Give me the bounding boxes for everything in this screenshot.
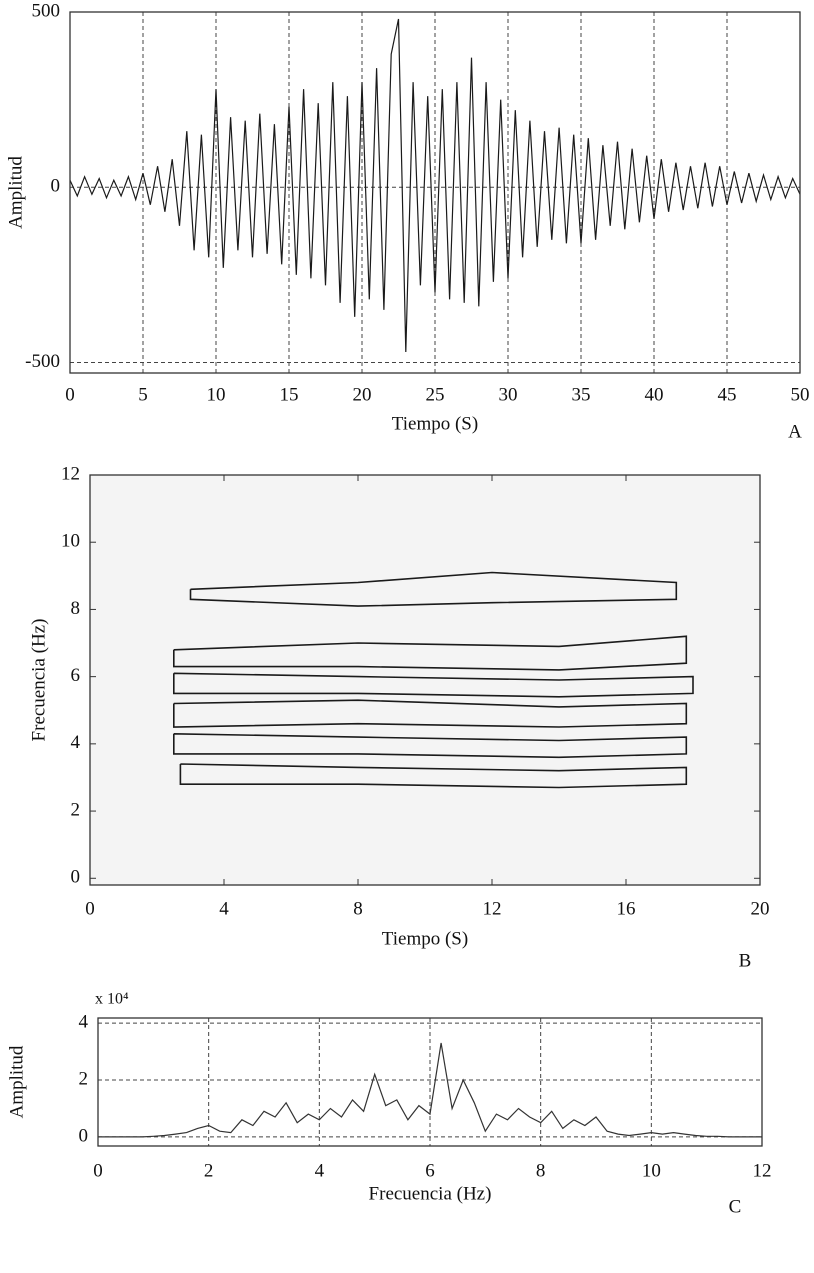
x-axis-label: Tiempo (S) [382,928,468,949]
y-tick-label: 500 [32,0,61,21]
plot-background [90,475,760,885]
x-tick-label: 16 [617,898,636,919]
contour-line [189,571,678,607]
x-tick-label: 30 [499,384,518,405]
x-tick-label: 4 [315,1160,325,1181]
y-tick-label: 4 [79,1011,89,1032]
y-axis-label: Amplitud [6,1045,27,1118]
x-tick-label: 4 [219,898,229,919]
contour-line [173,635,688,671]
contour-line [179,763,688,789]
x-tick-label: 6 [425,1160,435,1181]
x-tick-label: 0 [65,384,75,405]
x-tick-label: 0 [85,898,95,919]
y-tick-label: 4 [71,732,81,753]
y-tick-label: 2 [71,799,81,820]
contour-line [173,733,688,759]
x-tick-label: 40 [645,384,664,405]
contour-line [173,672,694,698]
plot-frame [97,1017,763,1147]
x-axis-label: Frecuencia (Hz) [369,1183,492,1204]
x-tick-label: 12 [753,1160,772,1181]
y-axis-label: Frecuencia (Hz) [28,619,49,742]
x-tick-label: 20 [353,384,372,405]
x-tick-label: 15 [280,384,299,405]
y-tick-label: 10 [61,531,80,552]
signal-line [69,18,801,353]
y-tick-label: 0 [51,176,61,197]
y-tick-label: 0 [79,1125,89,1146]
y-tick-label: -500 [25,351,60,372]
signal-line [98,1042,762,1138]
contour-line [173,699,688,728]
x-axis-label: Tiempo (S) [392,413,478,434]
y-tick-label: 8 [71,598,81,619]
x-tick-label: 5 [138,384,148,405]
y-axis-label: Amplitud [5,156,26,229]
x-tick-label: 0 [93,1160,103,1181]
y-tick-label: 0 [71,867,81,888]
x-tick-label: 50 [791,384,810,405]
x-tick-label: 20 [751,898,770,919]
axis-multiplier: x 10⁴ [95,991,129,1008]
x-tick-label: 8 [353,898,363,919]
plot-frame [89,474,761,886]
y-tick-label: 12 [61,463,80,484]
x-tick-label: 45 [718,384,737,405]
x-tick-label: 12 [483,898,502,919]
x-tick-label: 10 [642,1160,661,1181]
plot-frame [69,11,801,374]
x-tick-label: 2 [204,1160,214,1181]
x-tick-label: 8 [536,1160,546,1181]
x-tick-label: 25 [426,384,445,405]
panel-label: B [739,950,752,971]
y-tick-label: 6 [71,665,81,686]
x-tick-label: 10 [207,384,226,405]
x-tick-label: 35 [572,384,591,405]
panel-label: A [788,421,802,442]
panel-label: C [729,1196,742,1217]
y-tick-label: 2 [79,1068,89,1089]
